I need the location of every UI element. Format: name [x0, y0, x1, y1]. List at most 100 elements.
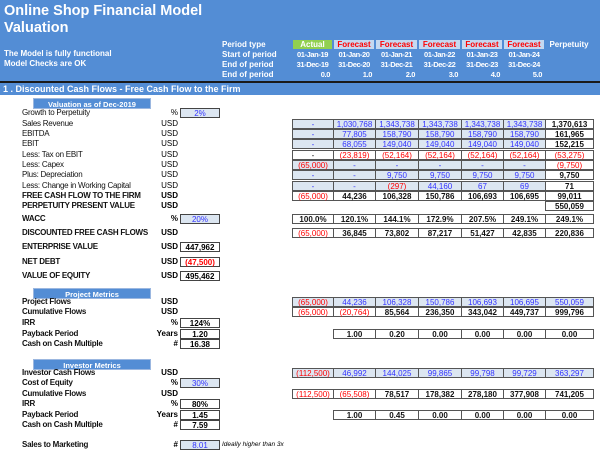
end-dates: 31-Dec-22	[423, 60, 456, 69]
table-cell[interactable]: 106,695	[503, 297, 546, 307]
table-cell: 87,217	[418, 228, 462, 238]
table-cell[interactable]: 1,343,738	[375, 119, 419, 129]
row-unit: USD	[161, 129, 178, 138]
table-cell: (20,764)	[333, 307, 376, 317]
table-cell[interactable]: 149,040	[461, 139, 504, 149]
sales-to-marketing-input[interactable]: 8.01	[180, 440, 220, 450]
row-label: Cumulative Flows	[22, 307, 87, 316]
table-cell[interactable]: (65,000)	[292, 297, 334, 307]
end-dates: 31-Dec-24	[508, 60, 540, 69]
table-cell[interactable]: 1,343,738	[503, 119, 546, 129]
value-cell: 495,462	[180, 271, 220, 281]
table-cell[interactable]: 106,328	[375, 297, 419, 307]
row-label: Payback Period	[22, 329, 79, 338]
table-cell[interactable]: 149,040	[418, 139, 462, 149]
table-cell[interactable]: 149,040	[503, 139, 546, 149]
row-label: Sales Revenue	[22, 119, 74, 128]
table-cell: (52,164)	[461, 150, 504, 160]
end-dates	[545, 60, 593, 70]
table-cell[interactable]: 150,786	[418, 297, 462, 307]
table-cell[interactable]: -	[292, 181, 334, 191]
table-cell[interactable]: 158,790	[503, 129, 546, 139]
table-cell[interactable]: 77,805	[333, 129, 376, 139]
table-cell: (52,164)	[503, 150, 546, 160]
table-cell[interactable]: -	[333, 170, 376, 180]
table-cell[interactable]: (297)	[375, 181, 419, 191]
table-cell[interactable]: 99,729	[503, 368, 546, 378]
table-cell: (65,000)	[292, 228, 334, 238]
table-cell[interactable]: (112,500)	[292, 368, 334, 378]
table-cell[interactable]: -	[292, 139, 334, 149]
table-cell[interactable]: -	[292, 170, 334, 180]
row-label: VALUE OF EQUITY	[22, 271, 91, 280]
table-cell[interactable]: 9,750	[503, 170, 546, 180]
table-cell: (52,164)	[418, 150, 462, 160]
table-cell[interactable]: 1,343,738	[418, 119, 462, 129]
row-unit: USD	[161, 201, 178, 210]
table-cell[interactable]: 69	[503, 181, 546, 191]
table-cell[interactable]: 1,030,768	[333, 119, 376, 129]
value-cell: 7.59	[180, 420, 220, 430]
table-cell: 106,328	[375, 191, 419, 201]
input-cell[interactable]: 20%	[180, 214, 220, 224]
start-dates: 01-Jan-20	[338, 50, 370, 59]
table-cell[interactable]: 1,343,738	[461, 119, 504, 129]
table-cell: (23,819)	[333, 150, 376, 160]
table-cell: (65,000)	[292, 191, 334, 201]
valuation-header: Valuation as of Dec-2019	[33, 98, 151, 109]
table-cell[interactable]: 44,160	[418, 181, 462, 191]
table-cell: (65,508)	[333, 389, 376, 399]
model-status: The Model is fully functional	[4, 49, 112, 58]
table-cell[interactable]: 9,750	[375, 170, 419, 180]
start-dates: 01-Jan-22	[423, 50, 455, 59]
table-cell: 99,011	[545, 191, 594, 201]
table-cell[interactable]: 99,865	[418, 368, 462, 378]
table-cell[interactable]: 149,040	[375, 139, 419, 149]
table-cell[interactable]: 550,059	[545, 297, 594, 307]
table-cell[interactable]: 68,055	[333, 139, 376, 149]
row-label: Project Flows	[22, 297, 71, 306]
table-cell[interactable]: -	[292, 129, 334, 139]
table-cell[interactable]: 9,750	[461, 170, 504, 180]
row-unit: USD	[161, 257, 178, 266]
table-cell: 0.20	[375, 329, 419, 339]
table-cell[interactable]: -	[292, 119, 334, 129]
table-cell[interactable]: -	[333, 181, 376, 191]
table-cell[interactable]: 158,790	[375, 129, 419, 139]
table-cell[interactable]: -	[375, 160, 419, 170]
row-label: Investor Cash Flows	[22, 368, 96, 377]
table-cell: 106,695	[503, 191, 546, 201]
row-label: Cumulative Flows	[22, 389, 87, 398]
period-numbers: 2.0	[405, 70, 416, 79]
start-dates	[545, 50, 593, 60]
table-cell: 152,215	[545, 139, 594, 149]
table-cell[interactable]: 363,297	[545, 368, 594, 378]
table-cell[interactable]: 9,750	[418, 170, 462, 180]
table-cell: (9,750)	[545, 160, 594, 170]
table-cell: 73,802	[375, 228, 419, 238]
row-unit: USD	[161, 389, 178, 398]
table-cell[interactable]: 158,790	[461, 129, 504, 139]
table-cell[interactable]: -	[503, 160, 546, 170]
table-cell[interactable]: 44,236	[333, 297, 376, 307]
table-cell[interactable]: -	[418, 160, 462, 170]
table-cell[interactable]: 46,992	[333, 368, 376, 378]
input-cell[interactable]: 30%	[180, 378, 220, 388]
table-cell: 1,370,613	[545, 119, 594, 129]
table-cell: 343,042	[461, 307, 504, 317]
table-cell[interactable]: 106,693	[461, 297, 504, 307]
table-cell[interactable]: 67	[461, 181, 504, 191]
table-cell[interactable]: 158,790	[418, 129, 462, 139]
row-label: WACC	[22, 214, 46, 223]
input-cell[interactable]: 2%	[180, 108, 220, 118]
table-cell[interactable]: -	[333, 160, 376, 170]
table-cell[interactable]: (65,000)	[292, 160, 334, 170]
row-unit: %	[170, 318, 178, 327]
start-dates: 01-Jan-19	[296, 50, 328, 59]
table-cell[interactable]: 99,798	[461, 368, 504, 378]
sales-to-marketing-label: Sales to Marketing	[22, 440, 89, 449]
table-cell[interactable]: -	[461, 160, 504, 170]
row-unit: %	[170, 378, 178, 387]
start-dates: 01-Jan-24	[508, 50, 540, 59]
table-cell[interactable]: 144,025	[375, 368, 419, 378]
